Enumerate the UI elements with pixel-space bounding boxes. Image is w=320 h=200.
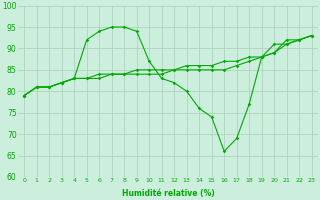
X-axis label: Humidité relative (%): Humidité relative (%) bbox=[122, 189, 214, 198]
